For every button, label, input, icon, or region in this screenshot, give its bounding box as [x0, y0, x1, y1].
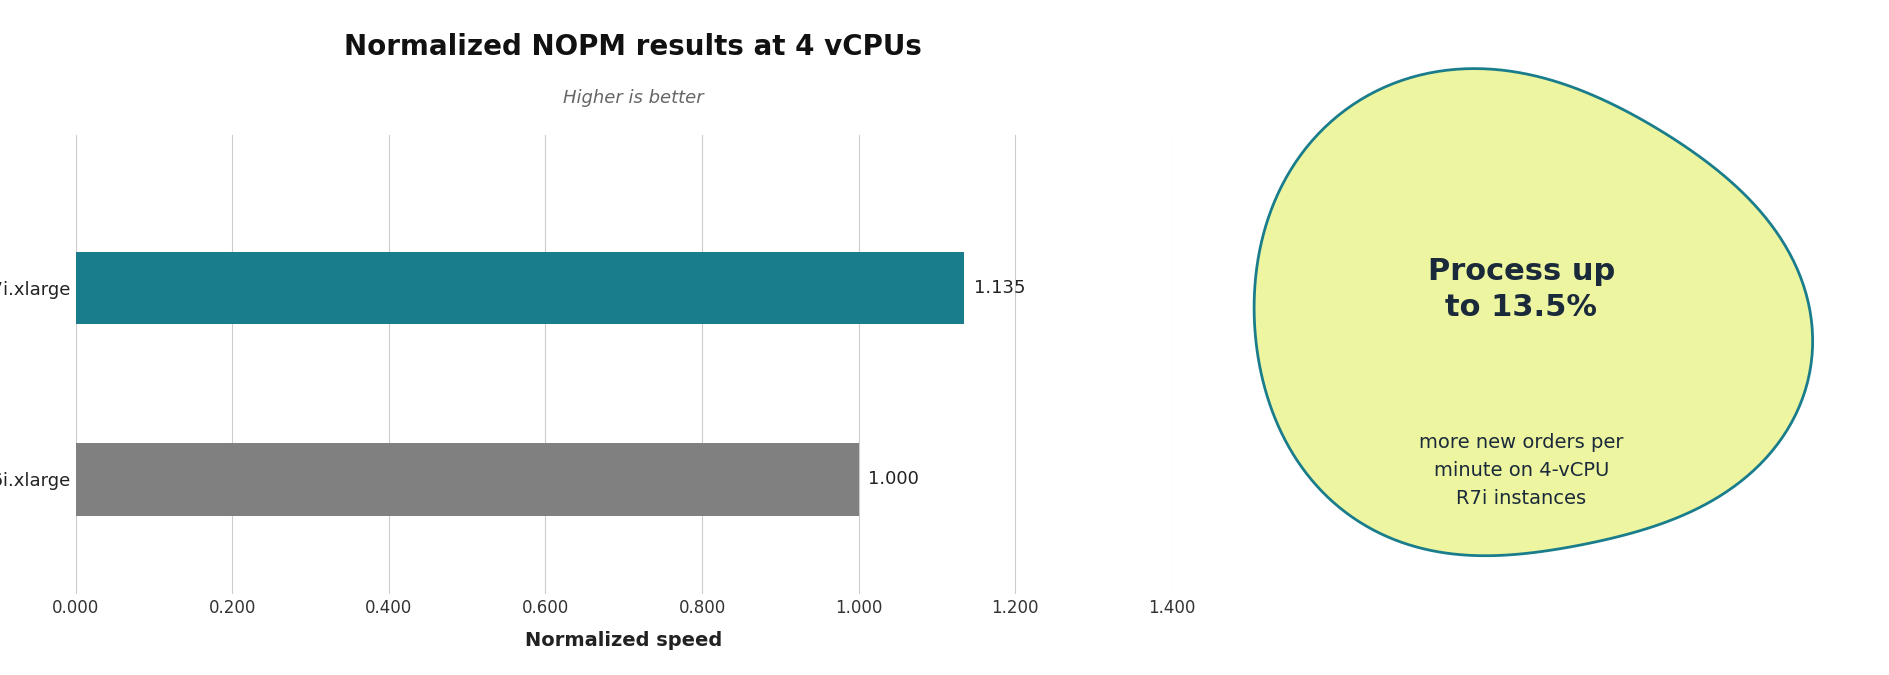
Polygon shape — [1254, 69, 1812, 556]
Text: Process up
to 13.5%: Process up to 13.5% — [1426, 257, 1615, 323]
Bar — [76, 252, 963, 325]
Bar — [76, 443, 858, 516]
X-axis label: Normalized speed: Normalized speed — [525, 630, 722, 650]
Text: more new orders per
minute on 4-vCPU
R7i instances: more new orders per minute on 4-vCPU R7i… — [1419, 433, 1623, 508]
Text: Normalized NOPM results at 4 vCPUs: Normalized NOPM results at 4 vCPUs — [344, 33, 922, 61]
Text: 1.135: 1.135 — [973, 279, 1024, 297]
Text: Higher is better: Higher is better — [563, 89, 703, 107]
Text: 1.000: 1.000 — [867, 470, 918, 488]
